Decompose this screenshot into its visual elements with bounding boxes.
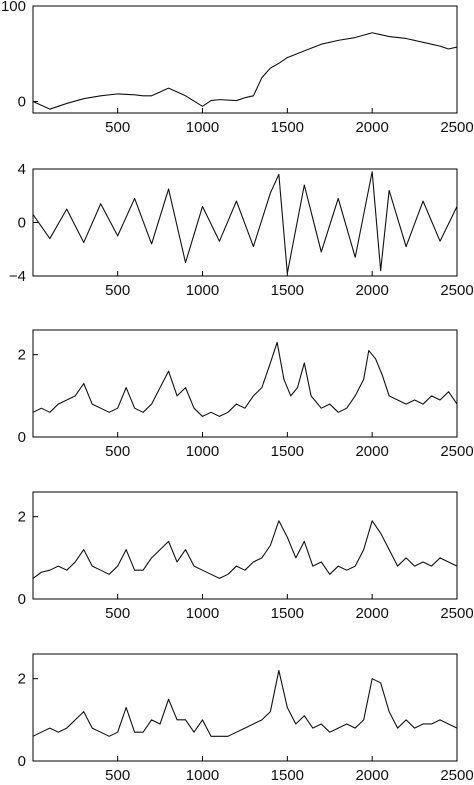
- y-tick-label: 2: [18, 671, 26, 688]
- y-tick-label: 4: [18, 161, 26, 178]
- x-tick-label: 1000: [186, 605, 219, 622]
- x-tick-label: 2500: [440, 443, 473, 460]
- x-tick-label: 2500: [440, 767, 473, 784]
- plot-frame: [32, 5, 458, 114]
- x-tick-label: 2500: [440, 282, 473, 299]
- x-tick-label: 1500: [271, 282, 304, 299]
- x-tick-label: 2000: [355, 605, 388, 622]
- x-tick-label: 2000: [355, 282, 388, 299]
- y-tick-label: 0: [18, 591, 26, 608]
- plot-frame: [32, 653, 458, 762]
- x-tick-label: 1000: [186, 443, 219, 460]
- x-tick-label: 2000: [355, 443, 388, 460]
- x-tick-label: 1000: [186, 767, 219, 784]
- chart-panel-5: 500 1000 1500 2000 2500 0 2: [18, 653, 474, 784]
- plot-frame: [32, 329, 458, 438]
- x-tick-label: 1000: [186, 282, 219, 299]
- x-tick-label: 500: [105, 443, 130, 460]
- y-tick-label: 2: [18, 509, 26, 526]
- chart-panel-3: 500 1000 1500 2000 2500 0 2: [18, 329, 474, 460]
- series-line-1: [32, 669, 458, 737]
- y-tick-label: 2: [18, 347, 26, 364]
- y-tick-label: 0: [18, 94, 26, 111]
- y-tick-label: 0: [18, 429, 26, 446]
- x-tick-label: 1500: [271, 605, 304, 622]
- chart-panel-4: 500 1000 1500 2000 2500 0 2: [18, 491, 474, 622]
- x-tick-label: 1500: [271, 119, 304, 136]
- x-tick-label: 1500: [271, 767, 304, 784]
- series-line-1: [32, 171, 458, 274]
- y-tick-label: −4: [9, 268, 26, 285]
- chart-panel-1: 500 1000 1500 2000 2500 0 100: [1, 0, 474, 136]
- x-tick-label: 1000: [186, 119, 219, 136]
- x-tick-label: 500: [105, 119, 130, 136]
- y-tick-label: 100: [1, 0, 26, 15]
- y-tick-label: 0: [18, 753, 26, 770]
- plot-frame: [32, 491, 458, 600]
- x-tick-label: 500: [105, 282, 130, 299]
- x-tick-label: 2000: [355, 767, 388, 784]
- y-tick-label: 0: [18, 215, 26, 232]
- x-tick-label: 2500: [440, 605, 473, 622]
- x-tick-label: 500: [105, 605, 130, 622]
- x-tick-label: 2000: [355, 119, 388, 136]
- x-tick-label: 1500: [271, 443, 304, 460]
- series-line-1: [32, 341, 458, 417]
- x-tick-label: 2500: [440, 119, 473, 136]
- series-line-1: [32, 32, 458, 110]
- chart-panel-2: 500 1000 1500 2000 2500 −4 0 4: [9, 161, 474, 299]
- series-line-1: [32, 520, 458, 579]
- x-tick-label: 500: [105, 767, 130, 784]
